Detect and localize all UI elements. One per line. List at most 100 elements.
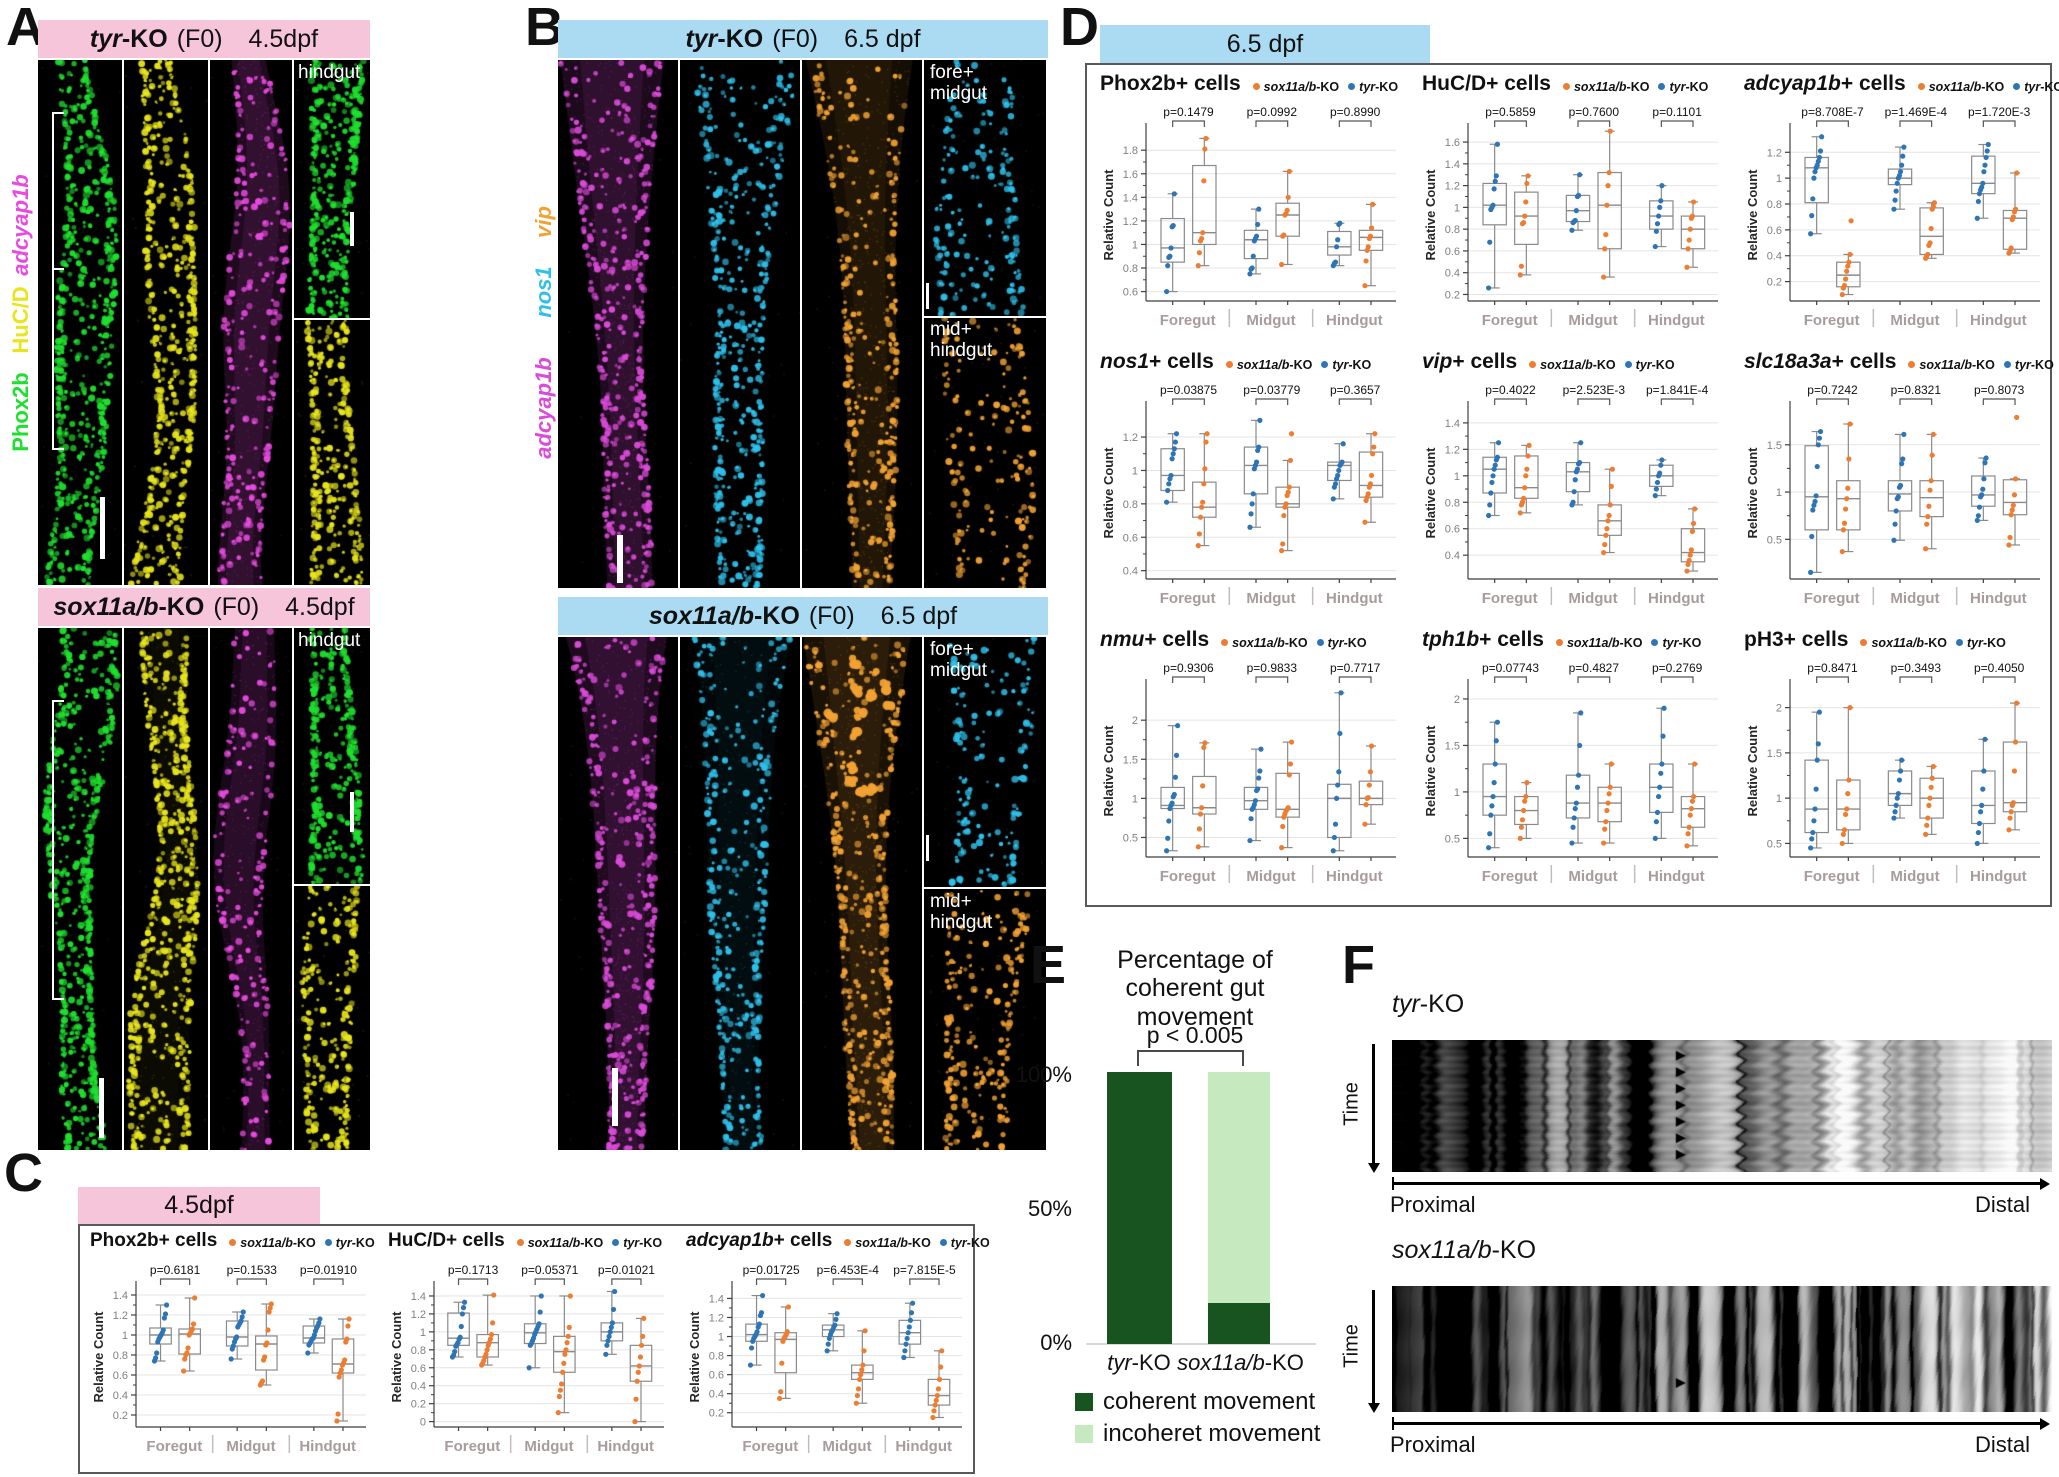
boxplot-title: nos1+ cells: [1100, 350, 1214, 373]
svg-text:1.2: 1.2: [1445, 444, 1460, 456]
svg-text:Midgut: Midgut: [1890, 312, 1939, 329]
boxplot-canvas: 0.2 0.4 0.6 0.8 1 1.2 Relative Count p=8.708E-7…: [1745, 105, 2040, 329]
channel-label-adcyap1b-b: adcyap1b: [531, 357, 556, 459]
bar-label-sox: sox11a/b-KO: [1177, 1350, 1304, 1375]
micrograph-a1-hindgut-green: [294, 60, 370, 318]
svg-text:0.2: 0.2: [1767, 277, 1782, 289]
svg-text:1.2: 1.2: [1767, 147, 1782, 159]
panel-c-label: C: [4, 1143, 43, 1203]
boxplot-header: HuC/D+ cells sox11a/b -KO tyr -KO: [1422, 72, 1726, 99]
boxplot-legend: sox11a/b -KO tyr -KO: [229, 1236, 375, 1250]
time-axis-2: [1372, 1290, 1375, 1404]
svg-text:0.4: 0.4: [411, 1381, 426, 1393]
svg-text:0.6: 0.6: [411, 1363, 426, 1375]
legend-dot-icon: [844, 1239, 852, 1246]
boxplot-legend: sox11a/b -KO tyr -KO: [1562, 80, 1708, 94]
svg-text:0.8: 0.8: [1123, 263, 1138, 275]
boxplot-legend: sox11a/b -KO tyr -KO: [516, 1236, 662, 1250]
boxplot-d-vip: vip+ cells sox11a/b -KO tyr -KO 0.4 0.6 0.8 1 1.2…: [1422, 350, 1726, 622]
svg-text:p=0.1533: p=0.1533: [227, 1263, 278, 1277]
micrograph-a2-adcyap1b: [210, 628, 292, 1150]
svg-text:0.6: 0.6: [1123, 532, 1138, 544]
boxplot-title: vip+ cells: [1422, 350, 1518, 373]
legend-dot-icon: [2003, 361, 2011, 368]
svg-text:Midgut: Midgut: [1890, 868, 1939, 885]
boxplot-title: adcyap1b+ cells: [686, 1230, 833, 1251]
svg-text:p=0.8471: p=0.8471: [1807, 661, 1858, 675]
legend-dot-icon: [1658, 83, 1666, 90]
svg-text:1.2: 1.2: [1123, 216, 1138, 228]
svg-text:p=6.453E-4: p=6.453E-4: [817, 1263, 880, 1277]
svg-text:Hindgut: Hindgut: [597, 1438, 654, 1455]
micrograph-b1-nos1: [680, 60, 800, 588]
time-axis-arrowhead-2: [1367, 1403, 1380, 1413]
legend-dot-icon: [1555, 639, 1563, 646]
boxplot-header: pH3+ cells sox11a/b -KO tyr -KO: [1744, 628, 2048, 655]
svg-text:p=0.1713: p=0.1713: [448, 1263, 499, 1277]
micrograph-b1-midhindgut: [924, 318, 1046, 588]
boxplot-legend: sox11a/b -KO tyr -KO: [1860, 636, 2006, 650]
svg-text:0.6: 0.6: [1767, 225, 1782, 237]
legend-dot-icon: [1955, 639, 1963, 646]
boxplot-canvas: 0.4 0.6 0.8 1 1.2 1.4 Relative Count p=0.4022 Fo…: [1423, 383, 1718, 607]
legend-coherent: coherent movement: [1075, 1388, 1315, 1416]
boxplot-header: tph1b+ cells sox11a/b -KO tyr -KO: [1422, 628, 1726, 655]
boxplot-title: tph1b+ cells: [1422, 628, 1544, 651]
bar-tyr-ko: [1107, 1072, 1172, 1344]
p-value-annotation: p < 0.005: [1146, 1022, 1244, 1048]
bar-baseline: [1086, 1343, 1316, 1345]
svg-text:2: 2: [1776, 703, 1782, 715]
boxplot-legend: sox11a/b -KO tyr -KO: [1555, 636, 1701, 650]
boxplot-d-ph3: pH3+ cells sox11a/b -KO tyr -KO 0.5 1 1.5 2 Relat…: [1744, 628, 2048, 900]
micrograph-a1-adcyap1b: [210, 60, 292, 585]
bar-segment-coherent: [1107, 1072, 1172, 1344]
svg-text:0.6: 0.6: [709, 1370, 724, 1382]
channel-label-vip: vip: [531, 206, 556, 238]
time-label-2: Time: [1340, 1324, 1363, 1368]
svg-text:p=0.4050: p=0.4050: [1974, 661, 2025, 675]
legend-dot-icon: [1225, 361, 1233, 368]
svg-text:p=0.03875: p=0.03875: [1160, 383, 1217, 397]
scale-bar: [617, 535, 623, 583]
svg-text:1.4: 1.4: [113, 1290, 128, 1302]
svg-text:Midgut: Midgut: [1246, 590, 1295, 607]
svg-text:1: 1: [122, 1330, 128, 1342]
boxplot-c-adcyap1b: adcyap1b+ cells sox11a/b -KO tyr -KO 0.2 0.4 0.…: [686, 1230, 990, 1470]
svg-text:Midgut: Midgut: [226, 1438, 275, 1455]
scale-bar: [100, 497, 105, 559]
micrograph-a1-hindgut-yellow: [294, 320, 370, 585]
svg-text:p=7.815E-5: p=7.815E-5: [893, 1263, 956, 1277]
svg-text:Midgut: Midgut: [1890, 590, 1939, 607]
legend-dot-icon: [1917, 83, 1925, 90]
panel-d-border: [1085, 63, 2052, 907]
micrograph-a2-hindgut-green: [294, 628, 370, 884]
panel-a-header-sox: sox11a/b -KO (F0) 4.5dpf: [38, 588, 370, 626]
boxplot-header: slc18a3a+ cells sox11a/b -KO tyr -KO: [1744, 350, 2054, 377]
boxplot-d-hucd: HuC/D+ cells sox11a/b -KO tyr -KO 0.2 0.4 0.6 0.…: [1422, 72, 1726, 344]
region-bracket-tick: [52, 268, 64, 270]
inset-column-a1: [294, 60, 370, 585]
svg-text:p=0.7717: p=0.7717: [1330, 661, 1381, 675]
inset-label-foremidgut-1: fore+ midgut: [930, 62, 988, 104]
boxplot-title: nmu+ cells: [1100, 628, 1210, 651]
svg-text:Hindgut: Hindgut: [1970, 312, 2027, 329]
boxplot-canvas: 0 0.2 0.4 0.6 0.8 1 1.2 1.4 Relative Count p=0.17…: [389, 1263, 664, 1455]
proximal-label-2: Proximal: [1390, 1432, 1476, 1457]
svg-text:Midgut: Midgut: [1568, 312, 1617, 329]
micrograph-b2-adcyap1b: [558, 637, 678, 1150]
svg-text:Foregut: Foregut: [742, 1438, 798, 1455]
svg-text:Hindgut: Hindgut: [1326, 590, 1383, 607]
micrograph-a2-hindgut-yellow: [294, 886, 370, 1150]
micrograph-b1-vip: [802, 60, 922, 588]
significance-bracket: [1137, 1050, 1244, 1066]
proximal-distal-axis-1: [1392, 1182, 2040, 1185]
legend-dot-icon: [1529, 361, 1537, 368]
boxplot-canvas: 0.5 1 1.5 2 Relative Count p=0.9306 Foregut p=0…: [1101, 661, 1396, 885]
boxplot-canvas: 0.2 0.4 0.6 0.8 1 1.2 1.4 Relative Count p=0.017…: [687, 1263, 962, 1455]
boxplot-title: Phox2b+ cells: [90, 1230, 218, 1251]
svg-text:Midgut: Midgut: [822, 1438, 871, 1455]
micrograph-b2-nos1: [680, 637, 800, 1150]
boxplot-legend: sox11a/b -KO tyr -KO: [1252, 80, 1398, 94]
boxplot-title: HuC/D+ cells: [1422, 72, 1551, 95]
svg-text:Relative Count: Relative Count: [91, 1311, 106, 1403]
